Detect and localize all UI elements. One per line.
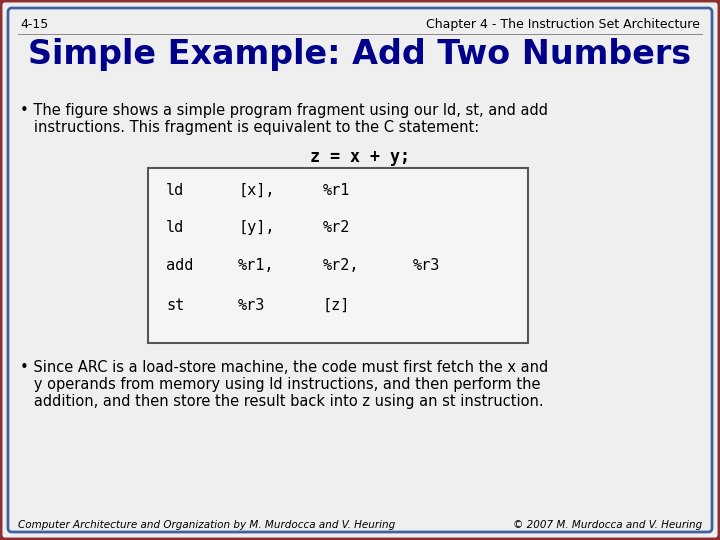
Text: Computer Architecture and Organization by M. Murdocca and V. Heuring: Computer Architecture and Organization b… <box>18 520 395 530</box>
Text: [z]: [z] <box>323 298 351 313</box>
Text: [y],: [y], <box>238 220 274 235</box>
Text: ld: ld <box>166 183 184 198</box>
Text: %r3: %r3 <box>238 298 266 313</box>
Text: %r1: %r1 <box>323 183 351 198</box>
Bar <box>148 168 528 343</box>
Text: 4-15: 4-15 <box>20 18 48 31</box>
Text: %r2,: %r2, <box>323 258 359 273</box>
Text: • Since ARC is a load-store machine, the code must first fetch the x and: • Since ARC is a load-store machine, the… <box>20 360 548 375</box>
Text: [x],: [x], <box>238 183 274 198</box>
Text: z = x + y;: z = x + y; <box>310 148 410 166</box>
Text: add: add <box>166 258 194 273</box>
Text: • The figure shows a simple program fragment using our ld, st, and add: • The figure shows a simple program frag… <box>20 103 548 118</box>
Text: y operands from memory using ld instructions, and then perform the: y operands from memory using ld instruct… <box>20 377 541 392</box>
Text: Simple Example: Add Two Numbers: Simple Example: Add Two Numbers <box>28 38 692 71</box>
Text: st: st <box>166 298 184 313</box>
Text: %r2: %r2 <box>323 220 351 235</box>
Text: Chapter 4 - The Instruction Set Architecture: Chapter 4 - The Instruction Set Architec… <box>426 18 700 31</box>
FancyBboxPatch shape <box>8 8 712 532</box>
Text: %r1,: %r1, <box>238 258 274 273</box>
Text: © 2007 M. Murdocca and V. Heuring: © 2007 M. Murdocca and V. Heuring <box>513 520 702 530</box>
Text: addition, and then store the result back into z using an st instruction.: addition, and then store the result back… <box>20 394 544 409</box>
Text: ld: ld <box>166 220 184 235</box>
Text: %r3: %r3 <box>413 258 441 273</box>
Text: instructions. This fragment is equivalent to the C statement:: instructions. This fragment is equivalen… <box>20 120 480 135</box>
